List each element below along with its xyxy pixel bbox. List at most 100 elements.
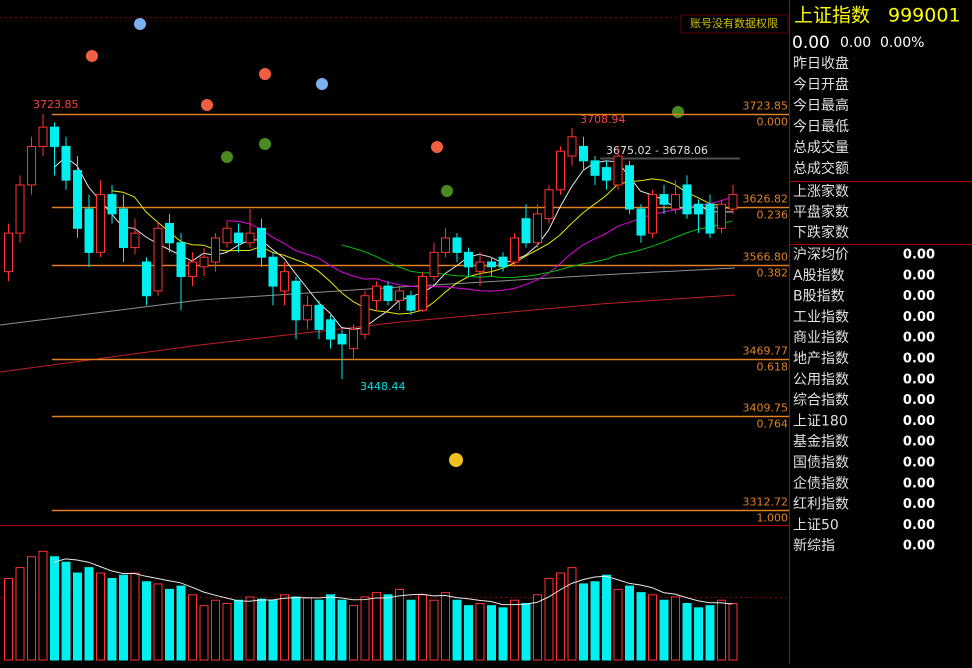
candle-body	[245, 232, 255, 244]
volume-bar	[648, 594, 657, 661]
index-label: 新综指	[793, 538, 835, 554]
candle-body	[406, 295, 416, 311]
volume-bar	[625, 585, 634, 661]
candle-body	[222, 227, 232, 244]
index-label: 工业指数	[793, 309, 849, 325]
low-label: 3448.44	[360, 380, 406, 393]
volume-bar	[452, 599, 462, 661]
level-ratio: 0.618	[757, 361, 789, 374]
price: 0.00	[792, 33, 830, 53]
index-value: 0.00	[903, 393, 935, 408]
candle-body	[15, 184, 25, 234]
volume-bar	[602, 574, 611, 661]
icon	[201, 99, 213, 111]
high-label: 3723.85	[33, 98, 79, 111]
index-label: 沪深均价	[793, 247, 849, 263]
volume-bar	[429, 599, 439, 661]
volume-bar	[291, 596, 301, 661]
index-label: 国债指数	[793, 455, 849, 471]
candle-body	[579, 145, 588, 162]
volume-bar	[705, 605, 715, 661]
index-value: 0.00	[903, 310, 935, 325]
candle-body	[705, 203, 715, 234]
volume-bar	[4, 577, 13, 661]
volume-bar	[15, 567, 25, 661]
volume-average	[53, 558, 733, 606]
volume-bar	[257, 598, 266, 661]
candle-body	[487, 261, 496, 268]
level-ratio: 0.764	[757, 418, 789, 431]
candle-body	[659, 194, 669, 205]
candle-body	[4, 232, 13, 273]
volume-bar	[487, 605, 496, 661]
volume-bar	[107, 577, 117, 661]
volume-bar	[337, 599, 347, 661]
volume-bar	[222, 602, 232, 661]
change: 0.00	[840, 35, 871, 51]
volume-bar	[475, 602, 485, 661]
candle-body	[303, 304, 312, 321]
candle-body	[694, 203, 703, 215]
icon	[259, 138, 271, 150]
volume-bar	[303, 597, 312, 661]
candle-body	[349, 328, 358, 350]
candle-body	[429, 251, 439, 277]
candle-body	[728, 194, 738, 210]
candle-body	[142, 261, 151, 297]
volume-bar	[119, 574, 128, 661]
index-value: 0.00	[903, 268, 935, 283]
volume-bar	[521, 602, 531, 661]
icon	[441, 185, 453, 197]
candle-body	[38, 126, 48, 147]
volume-bar	[579, 583, 588, 661]
volume-bar	[383, 594, 393, 661]
candle-body	[61, 145, 71, 181]
level-price: 3469.77	[743, 345, 789, 358]
candle-body	[682, 184, 692, 215]
level-price: 3723.85	[743, 100, 789, 113]
candle-body	[314, 304, 324, 330]
volume-bar	[153, 583, 163, 661]
candle-body	[418, 275, 427, 311]
volume-bar	[418, 594, 427, 661]
volume-bar	[199, 605, 209, 661]
candle-body	[510, 237, 519, 263]
index-label: 综合指数	[793, 393, 849, 409]
candle-body	[383, 285, 393, 302]
candle-body	[533, 213, 542, 244]
index-label: 上证50	[793, 517, 839, 533]
candle-body	[153, 227, 163, 292]
candle-body	[130, 232, 140, 249]
index-label: 基金指数	[793, 433, 849, 450]
index-name: 上证指数	[794, 5, 870, 27]
volume-bar	[694, 607, 703, 661]
candle-body	[199, 256, 209, 268]
volume-bar	[314, 599, 324, 661]
level-ratio: 0.382	[757, 267, 789, 280]
candle-body	[96, 194, 105, 253]
candle-body	[475, 261, 485, 273]
index-label: 地产指数	[793, 351, 849, 367]
candle-body	[395, 290, 404, 302]
volume-bar	[61, 561, 71, 661]
index-value: 0.00	[903, 248, 935, 263]
volume-bar	[349, 605, 358, 661]
volume-bar	[360, 596, 370, 661]
stat-label: 上涨家数	[793, 183, 849, 200]
level-ratio: 0.236	[757, 209, 789, 222]
candle-body	[291, 280, 301, 321]
volume-bar	[280, 594, 289, 661]
volume-bar	[441, 592, 450, 661]
volume-bar	[717, 599, 726, 661]
stat-label: 总成交量	[793, 139, 849, 156]
volume-bar	[84, 567, 94, 661]
volume-bar	[395, 588, 404, 661]
candle-body	[636, 208, 646, 236]
volume-bar	[671, 596, 680, 661]
candle-body	[73, 170, 82, 229]
candle-body	[717, 203, 726, 229]
level-ratio: 1.000	[757, 512, 789, 525]
index-label: A股指数	[793, 268, 845, 284]
level-price: 3312.72	[743, 496, 789, 509]
